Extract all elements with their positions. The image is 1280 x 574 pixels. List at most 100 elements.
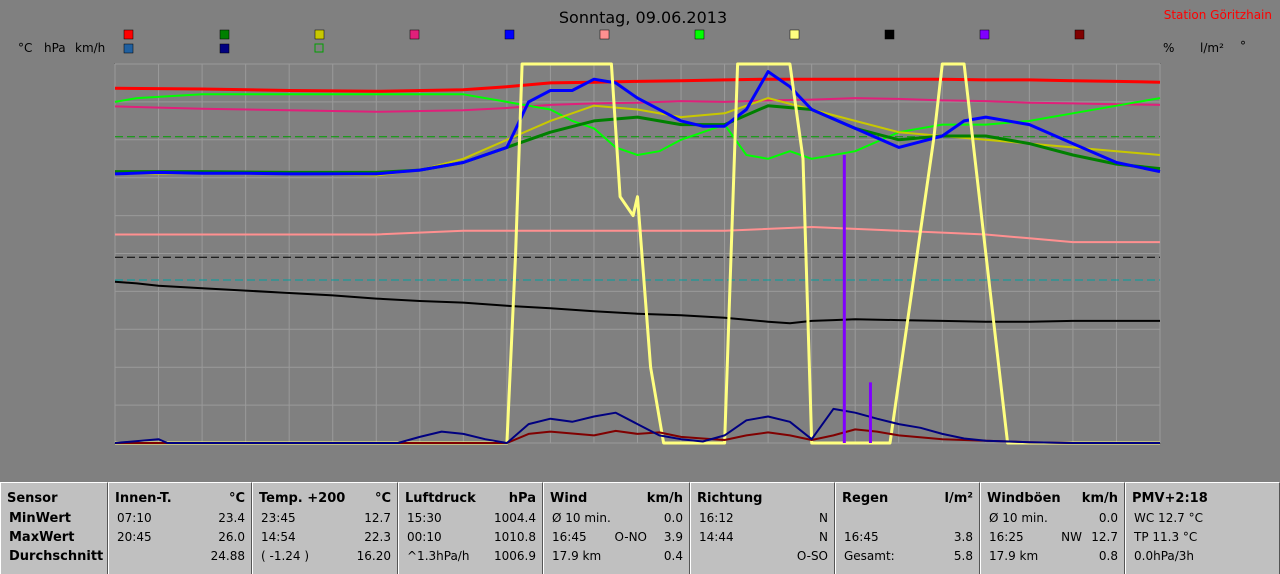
panel-innen-t: Innen-T. °C 07:10 23.4 20:45 26.0 24.88	[108, 482, 252, 574]
panel-cell-a: 16:45	[844, 530, 879, 544]
panel-row: 16:25 NW 12.7	[989, 530, 1118, 546]
legend-swatch	[314, 29, 325, 40]
legend-swatch	[979, 29, 990, 40]
legend-swatch	[789, 29, 800, 40]
panel-cell-b: NW	[1061, 530, 1082, 544]
panel-row: ( -1.24 ) 16.20	[261, 549, 391, 565]
panel-cell-c: 23.4	[218, 511, 245, 525]
panel-row: 07:10 23.4	[117, 511, 245, 527]
panel-row: 17.9 km 0.8	[989, 549, 1118, 565]
panel-cell-b: O-NO	[614, 530, 647, 544]
legend	[123, 29, 1085, 54]
panel-sensor: Sensor MinWert MaxWert Durchschnitt	[0, 482, 108, 574]
panel-row: 17.9 km 0.4	[552, 549, 683, 565]
legend-swatch	[314, 43, 324, 53]
panel-header: Regen l/m²	[842, 491, 973, 507]
panel-row: Gesamt: 5.8	[844, 549, 973, 565]
panel-cell-c: 24.88	[210, 549, 245, 563]
station-name: Station Göritzhain	[1164, 8, 1272, 22]
panel-cell-c: 1004.4	[494, 511, 536, 525]
panel-row: 23:45 12.7	[261, 511, 391, 527]
panel-pmv: PMV+2:18 WC 12.7 °C TP 11.3 °C 0.0hPa/3h	[1125, 482, 1280, 574]
unit-lm2: l/m²	[1200, 41, 1224, 55]
panel-cell-a: 14:44	[699, 530, 734, 544]
panel-cell-c: 0.0	[1098, 511, 1118, 525]
panel-windboeen: Windböen km/h Ø 10 min. 0.0 16:25 NW 12.7 17.9 …	[980, 482, 1125, 574]
panel-cell-a: Ø 10 min.	[989, 511, 1048, 525]
panel-cell-a: 16:12	[699, 511, 734, 525]
panel-row: 16:12 N	[699, 511, 828, 527]
panel-row: 16:45 O-NO 3.9	[552, 530, 683, 546]
panel-title: PMV+2:18	[1132, 491, 1208, 506]
panel-row: 14:44 N	[699, 530, 828, 546]
panel-row: 16:45 3.8	[844, 530, 973, 546]
panel-row: MinWert	[9, 511, 101, 527]
panel-cell-a: Ø 10 min.	[552, 511, 611, 525]
series-line	[114, 77, 1161, 93]
panel-row	[844, 511, 973, 527]
panel-row: Durchschnitt	[9, 549, 104, 565]
legend-swatch	[409, 29, 420, 40]
panel-cell-a: 14:54	[261, 530, 296, 544]
panel-cell-a: 0.0hPa/3h	[1134, 549, 1195, 563]
panel-cell-c: 26.0	[218, 530, 245, 544]
panel-header: Luftdruck hPa	[405, 491, 536, 507]
panel-wind: Wind km/h Ø 10 min. 0.0 16:45 O-NO 3.9 17.9 km 0…	[543, 482, 690, 574]
panel-row: 00:10 1010.8	[407, 530, 536, 546]
panel-cell-c: 0.0	[663, 511, 683, 525]
panel-unit: km/h	[1081, 491, 1118, 506]
series-line	[114, 70, 1161, 176]
panel-cell-a: Durchschnitt	[9, 549, 104, 564]
panel-cell-a: 23:45	[261, 511, 296, 525]
unit-pct: %	[1163, 41, 1174, 55]
panel-unit: l/m²	[944, 491, 973, 506]
panel-cell-a: 17.9 km	[552, 549, 602, 563]
panel-header: Richtung	[697, 491, 828, 507]
panel-cell-c: N	[819, 511, 828, 525]
panel-cell-c: O-SO	[796, 549, 828, 563]
panel-row: 15:30 1004.4	[407, 511, 536, 527]
unit-c: °C	[18, 41, 32, 55]
legend-swatch	[884, 29, 895, 40]
panel-cell-a: 15:30	[407, 511, 442, 525]
panel-cell-c: 0.8	[1098, 549, 1118, 563]
panel-row: WC 12.7 °C	[1134, 511, 1273, 527]
panel-richtung: Richtung 16:12 N 14:44 N O-SO	[690, 482, 835, 574]
panel-header: Wind km/h	[550, 491, 683, 507]
unit-hpa: hPa	[44, 41, 66, 55]
panel-title: Wind	[550, 491, 588, 506]
legend-swatch	[219, 43, 230, 54]
legend-swatch	[123, 43, 134, 54]
panel-unit: hPa	[508, 491, 536, 506]
panel-row: Ø 10 min. 0.0	[989, 511, 1118, 527]
panel-cell-a: 20:45	[117, 530, 152, 544]
series-line	[114, 97, 1161, 113]
panel-regen: Regen l/m² 16:45 3.8 Gesamt: 5.8	[835, 482, 980, 574]
panel-row: O-SO	[699, 549, 828, 565]
panel-temp200: Temp. +200 °C 23:45 12.7 14:54 22.3 ( -1.24 ) 1…	[252, 482, 398, 574]
panel-header: Innen-T. °C	[115, 491, 245, 507]
panel-header: Sensor	[7, 491, 101, 507]
panel-unit: °C	[374, 491, 391, 506]
panel-title: Sensor	[7, 491, 58, 506]
panel-cell-c: 1010.8	[494, 530, 536, 544]
weather-chart: Sonntag, 09.06.2013 Station Göritzhain °…	[18, 8, 1272, 445]
panel-row: 14:54 22.3	[261, 530, 391, 546]
panel-title: Luftdruck	[405, 491, 476, 506]
panel-cell-a: ( -1.24 )	[261, 549, 310, 563]
legend-swatch	[219, 29, 230, 40]
panel-header: Temp. +200 °C	[259, 491, 391, 507]
panel-title: Temp. +200	[259, 491, 346, 506]
panel-header: Windböen km/h	[987, 491, 1118, 507]
unit-kmh: km/h	[75, 41, 105, 55]
panel-title: Regen	[842, 491, 889, 506]
legend-swatch	[599, 29, 610, 40]
panel-cell-a: 00:10	[407, 530, 442, 544]
legend-swatch	[123, 29, 134, 40]
panel-cell-a: 07:10	[117, 511, 152, 525]
panel-cell-c: 0.4	[663, 549, 683, 563]
panel-luftdruck: Luftdruck hPa 15:30 1004.4 00:10 1010.8 ^1.3hP…	[398, 482, 543, 574]
panel-cell-c: 16.20	[356, 549, 391, 563]
panel-title: Innen-T.	[115, 491, 172, 506]
legend-swatch	[694, 29, 705, 40]
